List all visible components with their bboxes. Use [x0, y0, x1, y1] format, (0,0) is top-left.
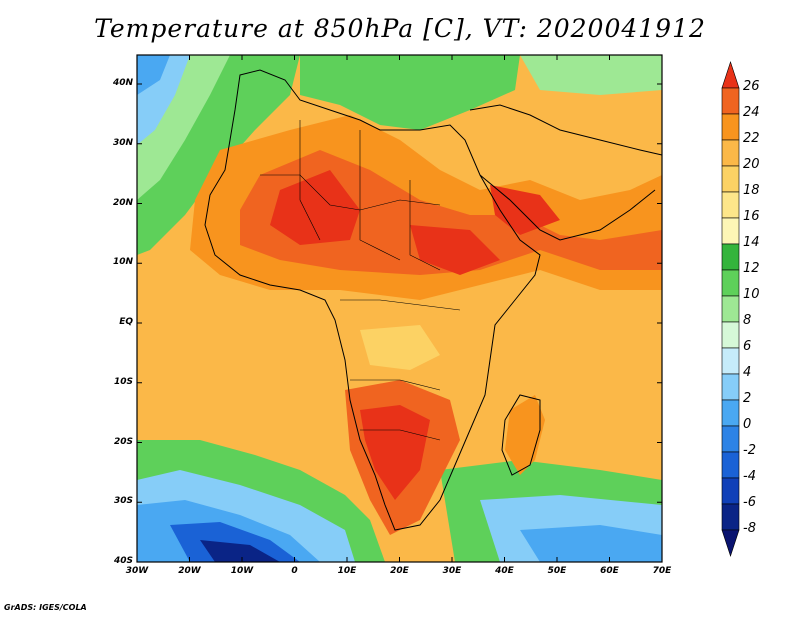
colorbar-swatch [721, 295, 740, 323]
border-line [340, 299, 461, 311]
colorbar-label: 0 [743, 417, 752, 432]
colorbar-label: 10 [743, 287, 760, 302]
country-borders [260, 120, 461, 441]
colorbar-label: -6 [743, 495, 756, 510]
colorbar-swatch [721, 217, 740, 245]
lon-tick-label: 50E [547, 566, 567, 576]
colorbar-swatch [721, 191, 740, 219]
south-atlantic-coldest-zone [170, 522, 300, 562]
indian-ocean-colder-zone [520, 525, 662, 562]
lon-tick-label: 10W [230, 566, 254, 576]
border-line [299, 120, 321, 241]
colorbar-label: -4 [743, 469, 756, 484]
colorbar-swatch [721, 373, 740, 401]
border-line [260, 174, 441, 211]
lon-tick-label: 60E [600, 566, 619, 576]
axis-ticks [136, 55, 663, 563]
lat-tick-label: 10S [113, 376, 133, 387]
colorbar-label: 4 [743, 365, 752, 380]
chart-title: Temperature at 850hPa [C], VT: 202004191… [94, 14, 706, 43]
lat-tick-label: 30N [112, 137, 133, 148]
colorbar-swatch [721, 243, 740, 271]
lat-tick-label: 40S [113, 556, 133, 566]
colorbar-label: 6 [743, 339, 752, 354]
colorbar-swatch [721, 87, 740, 115]
colorbar-label: 20 [743, 157, 760, 172]
colorbar [721, 61, 740, 557]
lat-tick-label: 30S [113, 496, 133, 507]
lon-tick-label: 30W [125, 566, 149, 576]
lat-tick-label: EQ [119, 317, 133, 327]
lat-tick-label: 20S [113, 436, 133, 447]
colorbar-label: 26 [743, 79, 760, 94]
west-asia-cool-zone [520, 55, 662, 95]
colorbar-label: 8 [743, 313, 752, 328]
africa-coastline [204, 69, 541, 531]
congo-mild-zone [360, 325, 440, 370]
lon-tick-label: 20E [390, 566, 409, 576]
credit-text: GrADS: IGES/COLA [4, 603, 87, 612]
border-line [350, 379, 441, 391]
colorbar-label: 2 [743, 391, 752, 406]
colorbar-swatch [721, 321, 740, 349]
colorbar-label: 22 [743, 131, 760, 146]
colorbar-swatch [721, 113, 740, 141]
north-atlantic-colder-zone [137, 55, 170, 95]
sudan-hottest-zone [410, 225, 500, 275]
colorbar-swatch [721, 139, 740, 167]
colorbar-label: 24 [743, 105, 760, 120]
colorbar-label: -8 [743, 521, 756, 536]
lon-tick-label: 70E [652, 566, 672, 576]
lon-tick-label: 20W [178, 566, 201, 576]
colorbar-swatch [721, 477, 740, 505]
colorbar-swatch [721, 529, 740, 557]
colorbar-swatch [721, 451, 740, 479]
asia-coastline [469, 104, 663, 156]
sahara-hottest-zone [270, 170, 360, 245]
coastlines [204, 69, 663, 531]
colorbar-swatch [721, 269, 740, 297]
arabia-coastline [479, 174, 656, 241]
border-line [360, 429, 441, 441]
lat-tick-label: 10N [112, 257, 133, 268]
colorbar-label: 12 [743, 261, 760, 276]
border-line [409, 180, 441, 271]
lat-tick-label: 40N [112, 78, 133, 88]
mediterranean-cool-zone [300, 55, 520, 130]
sahel-hot-zone [240, 150, 662, 275]
colorbar-swatch [721, 165, 740, 193]
colorbar-label: -2 [743, 443, 756, 458]
south-atlantic-deep-cold [200, 540, 280, 562]
colorbar-swatch [721, 399, 740, 427]
lon-tick-label: 10E [337, 566, 357, 576]
lon-tick-label: 0 [291, 566, 298, 576]
lat-tick-label: 20N [112, 197, 133, 208]
colorbar-swatch [721, 61, 740, 89]
colorbar-swatch [721, 347, 740, 375]
border-line [359, 130, 401, 261]
colorbar-label: 16 [743, 209, 760, 224]
madagascar-warm-zone [505, 395, 545, 475]
colorbar-label: 18 [743, 183, 760, 198]
lon-tick-label: 40E [495, 566, 514, 576]
temperature-field [137, 55, 662, 562]
colorbar-swatch [721, 503, 740, 531]
madagascar-coastline [501, 394, 541, 476]
lon-tick-label: 30E [442, 566, 462, 576]
colorbar-swatch [721, 425, 740, 453]
kalahari-hottest-zone [360, 405, 430, 500]
colorbar-label: 14 [743, 235, 760, 250]
